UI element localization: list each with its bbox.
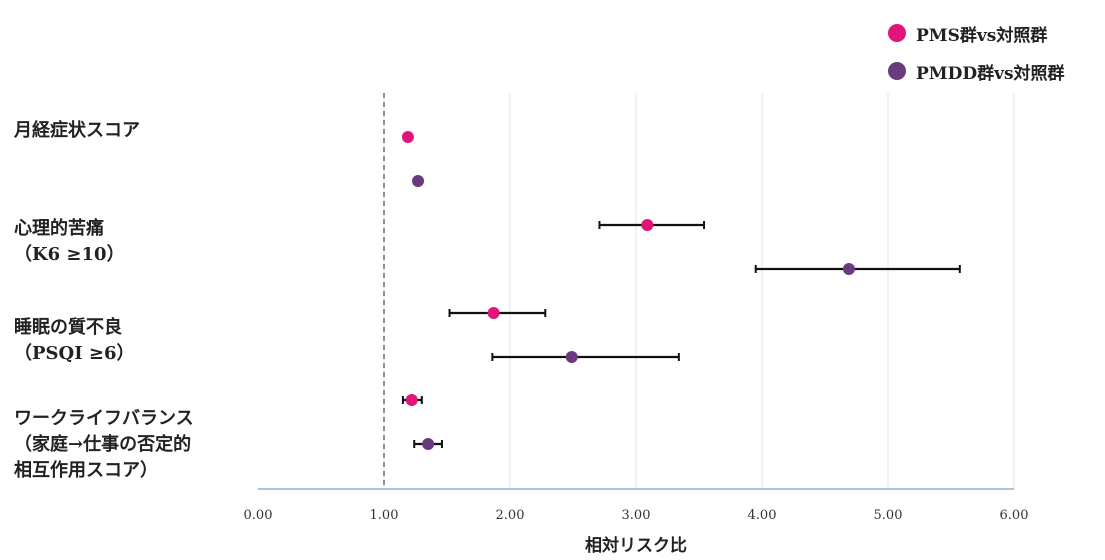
x-tick-label-6: 6.00 — [1000, 508, 1029, 523]
point-s0-c1 — [641, 219, 654, 231]
legend: PMS群vs対照群 PMDD群vs対照群 — [888, 14, 1065, 90]
x-tick-label-4: 4.00 — [748, 508, 777, 523]
legend-item-pmdd: PMDD群vs対照群 — [888, 52, 1065, 90]
legend-label-pms: PMS群vs対照群 — [916, 25, 1048, 46]
point-s1-c0 — [412, 175, 425, 187]
gridlines — [383, 93, 1015, 489]
x-axis: 0.00 1.00 2.00 3.00 4.00 5.00 6.00 — [244, 93, 1029, 523]
point-s0-c2 — [487, 307, 500, 319]
legend-marker-pms — [888, 24, 906, 42]
x-tick-label-0: 0.00 — [244, 508, 273, 523]
confidence-intervals — [401, 221, 961, 448]
category-label-work-life-balance: ワークライフバランス （家庭→仕事の否定的 相互作用スコア） — [14, 408, 194, 481]
point-s1-c3 — [422, 438, 435, 450]
ci-bar-s1-c2 — [491, 353, 680, 361]
legend-item-pms: PMS群vs対照群 — [888, 14, 1065, 52]
legend-label-pmdd: PMDD群vs対照群 — [916, 63, 1065, 84]
point-s0-c0 — [401, 131, 414, 143]
category-label-poor-sleep-quality: 睡眠の質不良 （PSQI ≥6） — [14, 317, 135, 364]
point-s0-c3 — [405, 394, 418, 406]
data-points — [401, 131, 855, 450]
point-s1-c2 — [565, 351, 578, 363]
legend-marker-pmdd — [888, 62, 906, 80]
x-tick-label-1: 1.00 — [370, 508, 399, 523]
point-s1-c1 — [842, 263, 855, 275]
x-tick-label-2: 2.00 — [496, 508, 525, 523]
x-tick-label-5: 5.00 — [874, 508, 903, 523]
x-axis-title: 相対リスク比 — [585, 535, 687, 556]
category-label-psychological-distress: 心理的苦痛 （K6 ≥10） — [14, 218, 125, 265]
category-label-menstrual-symptom-score: 月経症状スコア — [14, 120, 140, 141]
x-tick-label-3: 3.00 — [622, 508, 651, 523]
ci-bar-s1-c1 — [754, 265, 961, 273]
